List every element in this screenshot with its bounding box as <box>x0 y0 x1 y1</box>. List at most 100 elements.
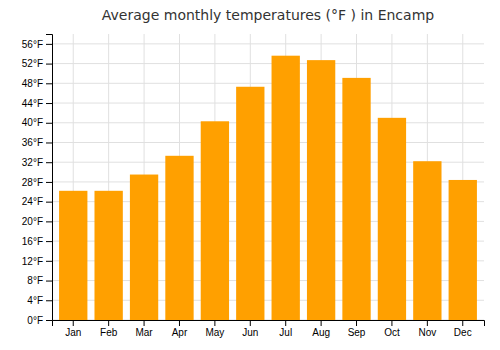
bar <box>201 121 229 320</box>
x-tick-mark <box>427 320 428 326</box>
x-tick-label: Jul <box>279 327 292 338</box>
y-tick: 44°F <box>22 98 52 109</box>
y-tick-label: 12°F <box>22 256 43 267</box>
bar <box>130 175 158 320</box>
x-tick-mark <box>285 320 286 326</box>
y-tick-mark <box>46 64 52 65</box>
x-tick-label: Feb <box>100 327 118 338</box>
y-tick-mark <box>46 182 52 183</box>
x-tick-mark <box>356 320 357 326</box>
x-tick: Jul <box>279 320 292 338</box>
y-tick: 52°F <box>22 58 52 69</box>
y-tick: 28°F <box>22 177 52 188</box>
y-grid-line <box>52 43 484 44</box>
title: Average monthly temperatures (°F ) in En… <box>102 7 434 23</box>
y-grid-line <box>52 103 484 104</box>
y-tick-mark <box>46 300 52 301</box>
y-tick-label: 56°F <box>22 39 43 50</box>
x-tick: Dec <box>454 320 472 338</box>
x-tick-label: Oct <box>384 327 400 338</box>
y-tick: 20°F <box>22 216 52 227</box>
y-tick-label: 0°F <box>27 315 43 326</box>
x-tick: Sep <box>348 320 366 338</box>
y-grid-line <box>52 83 484 84</box>
y-tick-label: 8°F <box>27 275 43 286</box>
x-tick: Jan <box>65 320 81 338</box>
y-grid-line <box>52 142 484 143</box>
y-tick-label: 20°F <box>22 216 43 227</box>
bar <box>449 180 477 320</box>
y-axis: 0°F 4°F 8°F 12°F 16°F 20°F 24°F 28°F 32°F 36°F 40°… <box>22 35 53 326</box>
x-axis-line <box>53 321 485 327</box>
y-tick-mark <box>46 142 52 143</box>
y-tick-label: 44°F <box>22 98 43 109</box>
y-tick-mark <box>46 281 52 282</box>
x-tick-mark <box>73 320 74 326</box>
bar <box>378 118 406 320</box>
x-tick-label: Mar <box>135 327 153 338</box>
bars <box>59 56 477 320</box>
bar <box>413 161 441 320</box>
y-tick-mark <box>46 241 52 242</box>
x-tick-label: Jan <box>65 327 81 338</box>
y-tick-mark <box>46 221 52 222</box>
y-tick-label: 36°F <box>22 137 43 148</box>
y-tick-label: 40°F <box>22 117 43 128</box>
y-tick-mark <box>46 261 52 262</box>
x-tick: Jun <box>242 320 258 338</box>
bar <box>94 191 122 320</box>
y-tick-mark <box>46 83 52 84</box>
y-tick: 0°F <box>27 315 52 326</box>
y-tick-mark <box>46 320 52 321</box>
y-axis-line <box>46 35 53 321</box>
x-tick-label: Dec <box>454 327 472 338</box>
x-tick-label: Apr <box>172 327 188 338</box>
y-tick: 40°F <box>22 117 52 128</box>
x-tick-label: Jun <box>242 327 258 338</box>
x-tick: May <box>205 320 224 338</box>
y-grid-line <box>52 63 484 64</box>
y-tick-label: 4°F <box>27 295 43 306</box>
bar <box>272 56 300 320</box>
y-tick: 32°F <box>22 157 52 168</box>
bar <box>165 156 193 320</box>
y-tick-mark <box>46 162 52 163</box>
x-tick: Oct <box>384 320 400 338</box>
y-tick: 48°F <box>22 78 52 89</box>
x-tick: Feb <box>100 320 118 338</box>
y-tick-label: 28°F <box>22 177 43 188</box>
bar <box>342 78 370 320</box>
y-tick-label: 52°F <box>22 58 43 69</box>
y-tick-label: 16°F <box>22 236 43 247</box>
y-tick-label: 48°F <box>22 78 43 89</box>
y-tick: 12°F <box>22 256 52 267</box>
y-tick: 4°F <box>27 295 52 306</box>
x-tick-label: May <box>205 327 224 338</box>
y-tick-mark <box>46 202 52 203</box>
y-tick: 8°F <box>27 275 52 286</box>
x-tick-mark <box>250 320 251 326</box>
y-tick: 56°F <box>22 39 52 50</box>
grid <box>52 34 484 320</box>
bar <box>236 87 264 320</box>
bar <box>59 191 87 320</box>
x-tick-mark <box>214 320 215 326</box>
x-tick: Nov <box>418 320 436 338</box>
x-tick-mark <box>108 320 109 326</box>
x-axis: Jan Feb Mar Apr May Jun Jul Aug Sep Oct Nov Dec <box>53 320 485 338</box>
y-tick-mark <box>46 123 52 124</box>
y-tick: 24°F <box>22 196 52 207</box>
x-tick-mark <box>179 320 180 326</box>
x-tick-mark <box>321 320 322 326</box>
y-grid-line <box>52 122 484 123</box>
x-tick-label: Nov <box>418 327 436 338</box>
y-tick-mark <box>46 44 52 45</box>
y-tick-label: 32°F <box>22 157 43 168</box>
chart: 0°F 4°F 8°F 12°F 16°F 20°F 24°F 28°F 32°F 36°F 40°… <box>0 0 500 350</box>
x-tick-mark <box>391 320 392 326</box>
y-tick-mark <box>46 103 52 104</box>
y-tick-label: 24°F <box>22 196 43 207</box>
x-tick-label: Aug <box>312 327 330 338</box>
y-tick: 16°F <box>22 236 52 247</box>
y-tick: 36°F <box>22 137 52 148</box>
